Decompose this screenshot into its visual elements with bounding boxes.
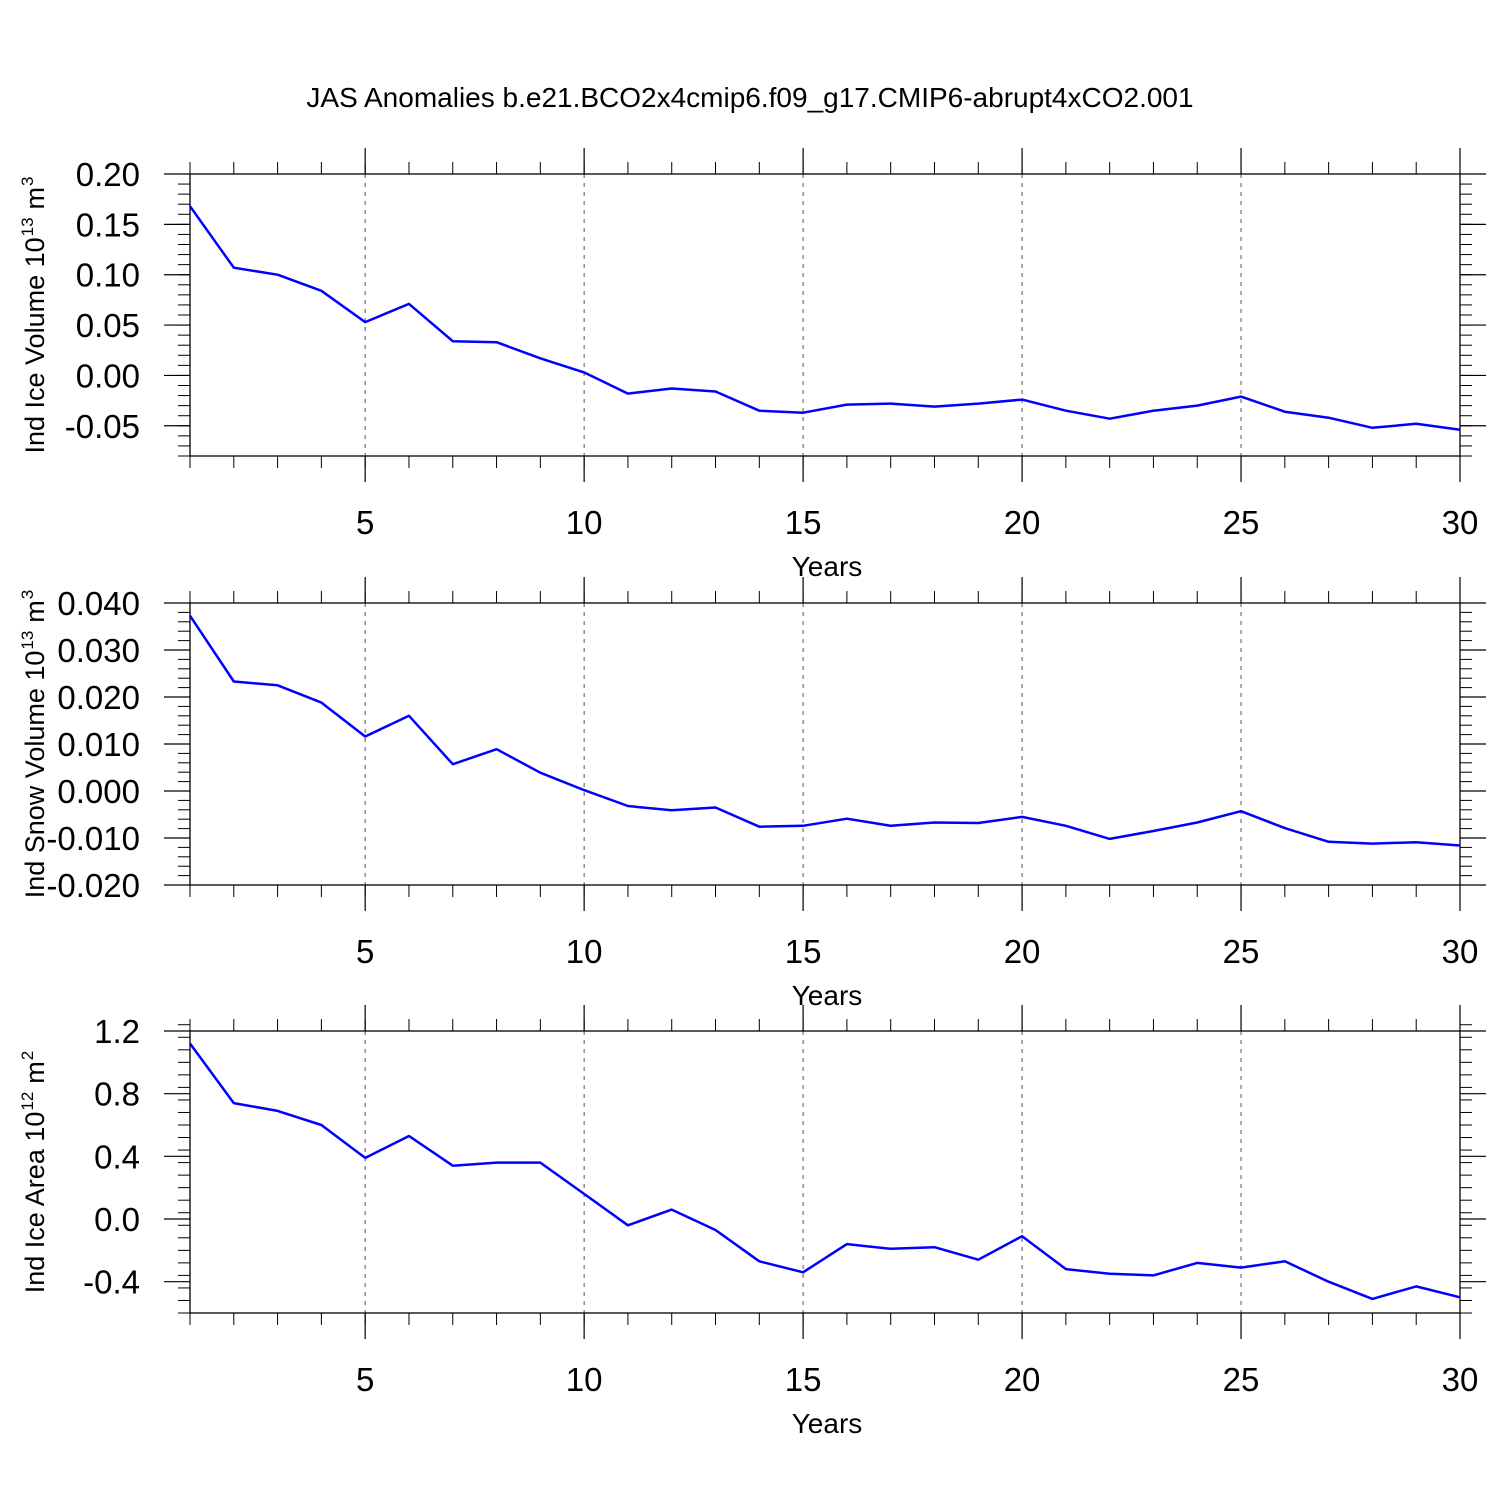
y-tick-label: 0.10: [76, 257, 140, 294]
y-tick-label: 1.2: [94, 1013, 140, 1050]
y-tick-label: 0.20: [76, 156, 140, 193]
plot-panel-2: 5 10 15 20 25 30 0.040 0.030 0.020 0.010 0.000 -0.0…: [18, 577, 1486, 1011]
x-tick-label: 10: [566, 933, 603, 970]
y-tick-label: 0.15: [76, 206, 140, 243]
x-tick-label: 15: [785, 933, 822, 970]
x-tick-label: 20: [1004, 504, 1041, 541]
x-tick-label: 5: [356, 1361, 374, 1398]
x-tick-label: 30: [1442, 1361, 1479, 1398]
plot-panel-3: 5 10 15 20 25 30 1.2 0.8 0.4 0.0 -0.4 Years Ind Ice …: [18, 1005, 1486, 1439]
x-tick-label: 10: [566, 1361, 603, 1398]
series-line: [188, 1042, 1461, 1301]
x-tick-label: 25: [1223, 933, 1260, 970]
x-tick-label: 20: [1004, 1361, 1041, 1398]
x-tick-label: 30: [1442, 933, 1479, 970]
y-tick-label: 0.040: [57, 585, 140, 622]
x-tick-label: 10: [566, 504, 603, 541]
x-tick-label: 5: [356, 933, 374, 970]
y-tick-label: 0.8: [94, 1076, 140, 1113]
x-axis-label: Years: [792, 551, 863, 582]
y-tick-label: 0.010: [57, 726, 140, 763]
series-line: [188, 615, 1461, 847]
y-axis-label: Ind Ice Volume 1013m3: [18, 176, 50, 453]
x-tick-label: 25: [1223, 504, 1260, 541]
y-tick-label: 0.05: [76, 307, 140, 344]
x-tick-label: 15: [785, 1361, 822, 1398]
x-tick-label: 5: [356, 504, 374, 541]
x-tick-label: 25: [1223, 1361, 1260, 1398]
y-tick-label: 0.0: [94, 1201, 140, 1238]
x-tick-label: 20: [1004, 933, 1041, 970]
y-axis-label: Ind Ice Area 1012m2: [18, 1051, 50, 1294]
plot-frame: [189, 173, 1461, 457]
y-tick-label: -0.05: [65, 408, 140, 445]
y-tick-label: 0.030: [57, 632, 140, 669]
y-tick-label: 0.000: [57, 773, 140, 810]
y-axis-label: Ind Snow Volume 1013m3: [18, 590, 50, 899]
x-axis-label: Years: [792, 980, 863, 1011]
figure-title: JAS Anomalies b.e21.BCO2x4cmip6.f09_g17.…: [306, 82, 1194, 113]
x-tick-label: 30: [1442, 504, 1479, 541]
y-tick-label: -0.4: [83, 1264, 140, 1301]
y-tick-label: -0.020: [46, 867, 140, 904]
y-tick-label: 0.020: [57, 679, 140, 716]
y-tick-label: -0.010: [46, 820, 140, 857]
plot-panel-1: 5 10 15 20 25 30 0.20 0.15 0.10 0.05 0.00 -0.05 Year…: [18, 148, 1486, 582]
x-tick-label: 15: [785, 504, 822, 541]
plot-frame: [189, 1030, 1461, 1314]
series-line: [188, 205, 1461, 432]
plot-frame: [189, 602, 1461, 886]
y-tick-label: 0.4: [94, 1138, 140, 1175]
y-tick-label: 0.00: [76, 357, 140, 394]
x-axis-label: Years: [792, 1408, 863, 1439]
